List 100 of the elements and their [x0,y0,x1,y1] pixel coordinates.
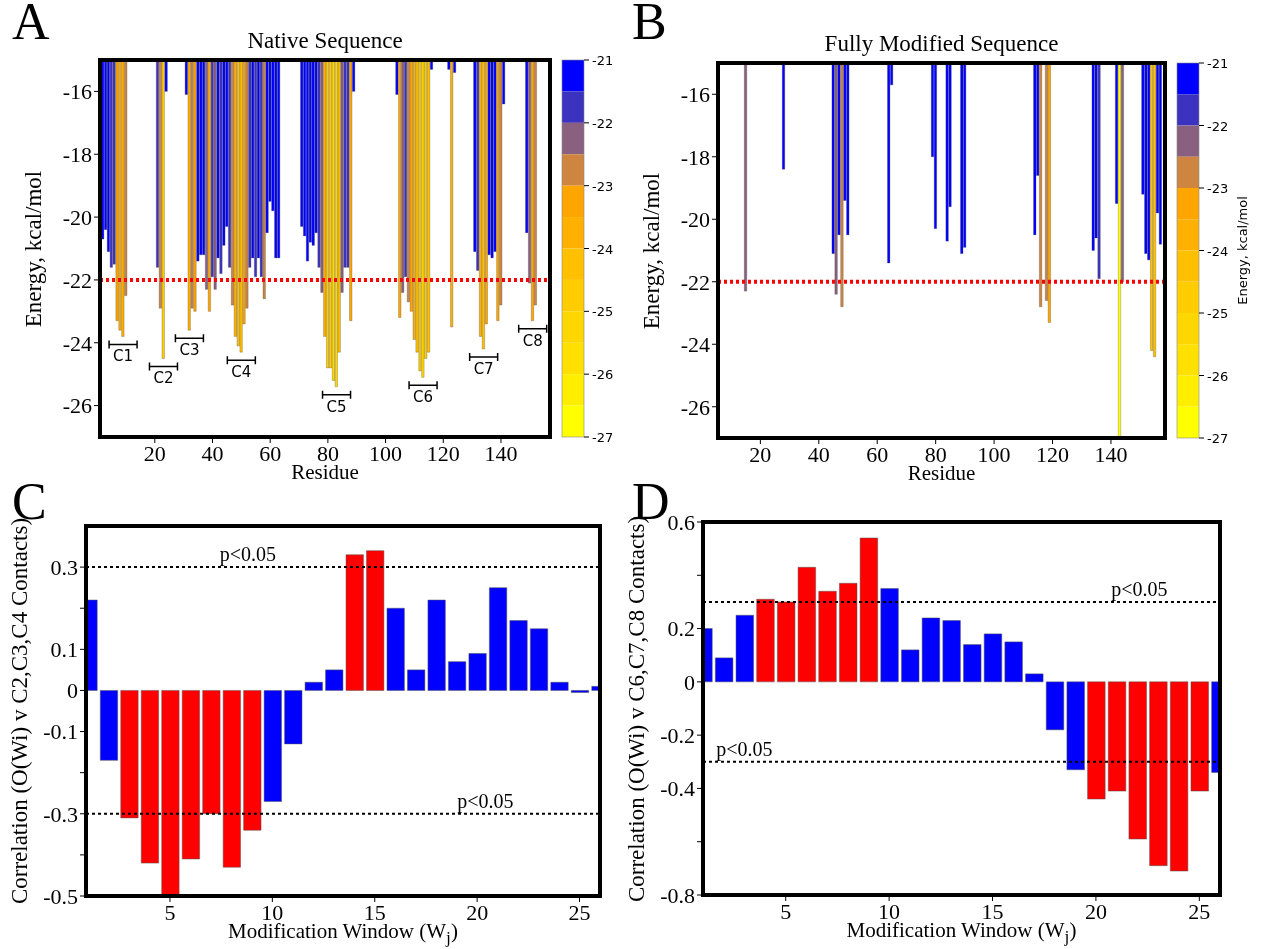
y-tick-label: -22 [680,269,710,295]
bar [1108,681,1127,792]
bar [161,690,180,896]
y-tick-label: 0.3 [50,554,78,580]
x-tick-label: 5 [780,898,792,924]
y-axis-title: Energy, kcal/mol [21,170,47,327]
bar [1045,681,1065,731]
color-bar-label: -22 [1207,118,1229,134]
bar [222,690,241,868]
y-tick-label: -0.5 [43,883,78,909]
bar [1087,681,1106,800]
color-bar-label: -27 [1207,431,1229,446]
y-tick-label: -0.2 [660,722,695,748]
x-tick-label: 25 [1188,898,1211,924]
color-bar-label: -26 [1207,368,1229,384]
color-bar-label: -25 [592,304,614,320]
bar [983,633,1003,683]
x-tick-label: 120 [1036,441,1070,467]
annotation: p<0.05 [1111,577,1168,601]
color-bar-label: -23 [592,178,614,194]
x-tick-label: 20 [143,440,166,466]
annotation: C2 [153,369,174,388]
x-tick-label: 60 [866,441,889,467]
annotation: C8 [522,331,543,350]
bar [756,599,775,683]
annotation: C4 [231,363,252,382]
y-tick-label: -16 [62,79,92,105]
annotation: C1 [113,347,134,366]
x-tick-label: 100 [369,440,403,466]
color-bar-label: -24 [592,241,614,257]
annotation: C5 [326,397,347,416]
text: A [12,0,50,50]
color-bar-label: -27 [592,430,614,445]
y-tick-label: 0 [684,669,695,695]
bar [818,591,837,683]
bar [1004,641,1023,683]
y-tick-label: -24 [62,330,92,356]
y-tick-label: -0.3 [43,801,78,827]
bar [942,620,961,683]
x-tick-label: 20 [749,441,772,467]
y-tick-label: -0.8 [660,882,695,908]
y-tick-label: 0.6 [667,509,695,535]
color-bar-label: -22 [592,115,614,131]
bar [550,681,569,691]
y-tick-label: -20 [62,204,92,230]
chart-title: Fully Modified Sequence [823,31,1060,57]
y-tick-label: 0 [67,678,78,704]
x-tick-label: 20 [466,899,489,925]
y-tick-label: -18 [680,144,710,170]
x-tick-label: 20 [1084,898,1107,924]
annotation: C6 [413,388,434,407]
y-tick-label: -26 [62,393,92,419]
bar [1128,681,1147,840]
bar [509,620,528,691]
x-tick-label: 140 [1094,441,1128,467]
bar [963,644,982,683]
y-tick-label: -0.4 [660,776,695,802]
bar [468,653,487,691]
x-tick-label: 120 [426,440,460,466]
bar [489,587,508,691]
y-tick-label: -16 [680,82,710,108]
text: B [632,0,667,50]
y-tick-label: -18 [62,142,92,168]
y-tick-label: -20 [680,207,710,233]
x-tick-label: 60 [259,440,282,466]
color-bar-label: -24 [1207,243,1229,259]
color-bar-label: -23 [1207,181,1229,196]
chart-title: Native Sequence [246,28,404,54]
bar [530,628,548,691]
bar [202,690,221,815]
color-bar-label: -21 [1207,56,1229,71]
color-bar-title: Energy, kcal/mol [1235,196,1250,305]
x-tick-label: 100 [977,441,1011,467]
bar [1025,673,1044,683]
color-bar-label: -26 [592,367,614,383]
x-tick-label: 140 [484,440,518,466]
annotation: p<0.05 [219,543,276,567]
y-tick-label: -0.1 [43,719,78,745]
bar [1149,681,1168,866]
annotation: C3 [179,341,200,360]
x-tick-label: 40 [201,440,224,466]
x-tick-label: 40 [807,441,830,467]
x-tick-label: 5 [164,899,176,925]
bar [100,690,118,761]
y-tick-label: 0.2 [667,616,695,642]
bar [181,690,200,860]
bar [120,690,139,819]
y-axis-title: Energy, kcal/mol [639,172,665,329]
annotation: p<0.05 [716,737,773,761]
color-bar-label: -21 [592,53,614,68]
bar [448,661,467,691]
y-tick-label: -26 [680,394,710,420]
y-tick-label: -24 [680,332,710,358]
y-tick-label: 0.1 [50,637,78,663]
bar [571,690,589,693]
bar [1066,681,1085,771]
bar [880,588,899,683]
annotation: p<0.05 [457,789,514,813]
y-tick-label: -22 [62,267,92,293]
x-tick-label: 25 [568,899,591,925]
